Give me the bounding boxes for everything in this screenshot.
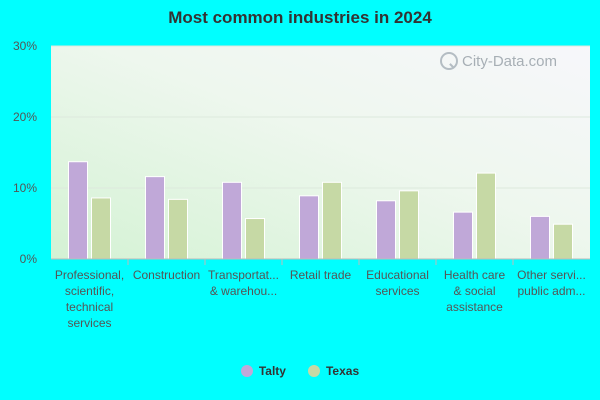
search-icon — [440, 52, 458, 70]
legend-item-talty: Talty — [240, 364, 286, 378]
bar-talty — [453, 211, 473, 260]
bar-talty — [68, 161, 88, 260]
bar-texas — [476, 172, 496, 260]
x-tick-label: Health care — [444, 268, 506, 282]
watermark-text: City-Data.com — [462, 52, 558, 70]
x-tick-label: technical — [66, 300, 113, 314]
x-tick-label: & social — [453, 284, 495, 298]
plot-area — [51, 46, 590, 259]
x-tick-label: services — [67, 316, 111, 330]
bar-talty — [222, 181, 242, 260]
y-tick-label: 20% — [13, 110, 37, 124]
legend: Talty Texas — [0, 364, 600, 378]
x-tick-label: & warehou... — [210, 284, 277, 298]
legend-label-texas: Texas — [325, 364, 360, 378]
legend-swatch-texas — [307, 365, 320, 377]
chart-title: Most common industries in 2024 — [168, 8, 432, 27]
bar-talty — [299, 195, 319, 260]
legend-label-talty: Talty — [258, 364, 286, 378]
x-tick-label: Professional, — [55, 268, 124, 282]
legend-swatch-talty — [240, 365, 253, 377]
x-tick-label: assistance — [446, 300, 503, 314]
x-tick-label: Other servi... — [517, 268, 586, 282]
legend-item-texas: Texas — [307, 364, 360, 378]
bar-texas — [322, 181, 342, 260]
city-data-watermark: City-Data.com — [440, 52, 557, 70]
x-tick-label: scientific, — [65, 284, 114, 298]
bar-texas — [168, 198, 188, 260]
bar-texas — [91, 197, 111, 260]
bar-talty — [145, 176, 165, 260]
bar-texas — [399, 190, 419, 260]
bar-texas — [245, 218, 265, 260]
y-tick-label: 30% — [13, 39, 37, 53]
x-tick-label: public adm... — [517, 284, 585, 298]
bar-texas — [553, 223, 573, 260]
x-tick-label: Transportat... — [208, 268, 279, 282]
y-tick-label: 0% — [20, 252, 38, 266]
bar-talty — [530, 215, 550, 260]
y-tick-label: 10% — [13, 181, 37, 195]
x-tick-label: services — [375, 284, 419, 298]
bar-talty — [376, 200, 396, 260]
x-tick-label: Retail trade — [290, 268, 352, 282]
x-tick-label: Educational — [366, 268, 429, 282]
x-tick-label: Construction — [133, 268, 200, 282]
